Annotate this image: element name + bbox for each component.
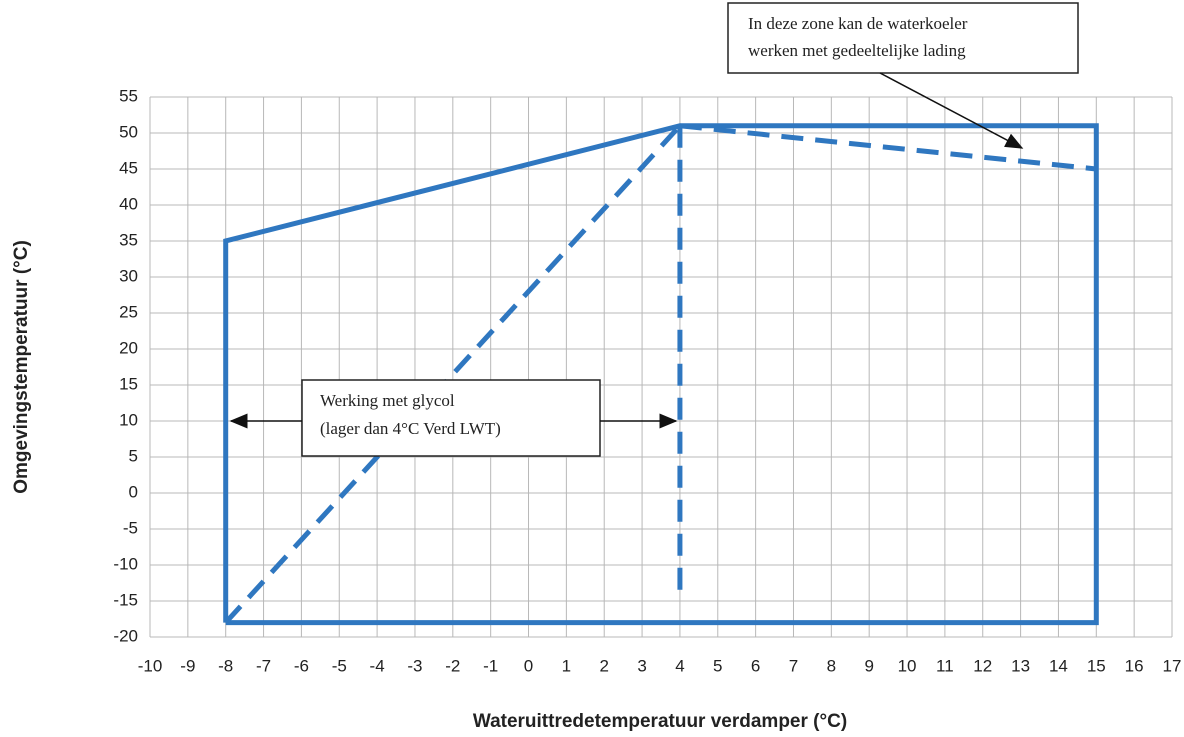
annotation-text: werken met gedeeltelijke lading [748,41,966,60]
annotation-box [727,2,1079,74]
annotation-box [301,379,601,457]
x-tick-label: 9 [864,656,873,675]
y-tick-label: 40 [119,194,138,213]
annotation: Werking met glycol (lager dan 4°C Verd L… [229,379,678,457]
series-line [679,123,1097,172]
x-tick-label: -4 [370,656,385,675]
x-axis-title: Wateruittredetemperatuur verdamper (°C) [473,711,847,732]
lines [223,123,1099,626]
y-tick-label: 20 [119,338,138,357]
annotation: In deze zone kan de waterkoeler werken m… [727,2,1079,149]
x-tick-label: 5 [713,656,722,675]
series-line [223,124,682,625]
y-tick-label: -15 [113,590,138,609]
x-tick-label: -3 [407,656,422,675]
x-tick-label: 16 [1125,656,1144,675]
series-line [223,123,1099,626]
x-tick-label: 2 [599,656,608,675]
y-axis-title: Omgevingstemperatuur (°C) [11,240,32,494]
annotation-text: Werking met glycol [320,391,455,410]
x-tick-label: 3 [637,656,646,675]
y-tick-label: 0 [129,482,138,501]
y-tick-label: 55 [119,86,138,105]
x-tick-label: 6 [751,656,760,675]
x-tick-label: 7 [789,656,798,675]
y-tick-label: 45 [119,158,138,177]
x-tick-label: 15 [1087,656,1106,675]
x-tick-label: -5 [332,656,347,675]
annotation-arrow [879,72,1024,149]
x-tick-label: -7 [256,656,271,675]
x-tick-label: -6 [294,656,309,675]
x-tick-label: 10 [898,656,917,675]
y-tick-label: -20 [113,626,138,645]
y-tick-label: 15 [119,374,138,393]
x-tick-label: 11 [936,656,954,675]
y-tick-label: 35 [119,230,138,249]
x-tick-label: 14 [1049,656,1068,675]
annotation-text: In deze zone kan de waterkoeler [748,14,968,33]
y-tick-label: 10 [119,410,138,429]
x-tick-label: -8 [218,656,233,675]
y-tick-label: -10 [113,554,138,573]
y-tick-label: 5 [129,446,138,465]
y-tick-label: 30 [119,266,138,285]
x-tick-label: 8 [827,656,836,675]
x-tick-label: 0 [524,656,533,675]
x-tick-label: 4 [675,656,684,675]
y-tick-label: 50 [119,122,138,141]
x-tick-label: 1 [562,656,571,675]
x-tick-label: -2 [445,656,460,675]
y-tick-label: 25 [119,302,138,321]
x-tick-label: 13 [1011,656,1030,675]
x-tick-label: -10 [138,656,163,675]
x-tick-label: -9 [180,656,195,675]
x-tick-label: 17 [1163,656,1182,675]
x-tick-label: -1 [483,656,498,675]
x-tick-label: 12 [973,656,992,675]
y-tick-label: -5 [123,518,138,537]
annotation-text: (lager dan 4°C Verd LWT) [320,419,501,438]
